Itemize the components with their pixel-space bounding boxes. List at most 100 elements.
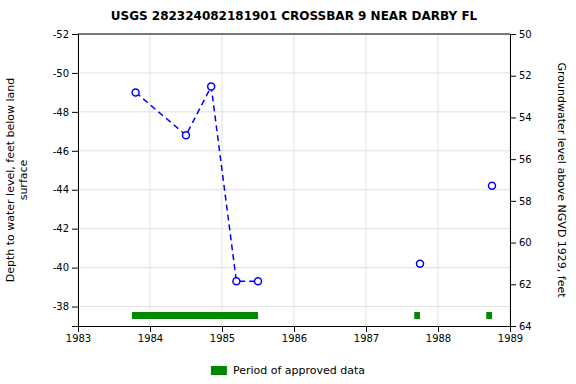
tick: 58: [510, 196, 532, 207]
chart: 1983 1984 1985 1986 1987 1988 1989 -52 -50 -48 -46…: [0, 0, 576, 384]
tick: 1987: [354, 326, 379, 344]
plot: 1983 1984 1985 1986 1987 1988 1989 -52 -50 -48 -46…: [4, 29, 568, 344]
tick-mark: [294, 326, 295, 332]
tick-mark: [222, 326, 223, 332]
y-axis-label: Depth to water level, feet below landsur…: [4, 78, 30, 283]
tick-label: 1984: [138, 333, 163, 344]
tick-mark: [150, 326, 151, 332]
tick-label: 52: [519, 70, 532, 81]
tick: 1983: [66, 326, 91, 344]
tick-label: 50: [519, 29, 532, 40]
tick: 56: [510, 154, 532, 165]
tick-label: 1986: [282, 333, 307, 344]
tick-mark: [510, 326, 516, 327]
grid-line-y: [78, 189, 510, 190]
y2-axis: 50 52 54 56 58 60 62 64: [510, 29, 532, 332]
point: [208, 83, 215, 90]
tick-mark: [510, 243, 516, 244]
grid-line-y: [78, 267, 510, 268]
grid-line-x: [150, 34, 151, 326]
tick-mark: [72, 307, 78, 308]
tick-label: 60: [519, 237, 532, 248]
tick-label: 54: [519, 112, 532, 123]
tick: 50: [510, 29, 532, 40]
period-bar: [414, 312, 420, 319]
tick-label: 56: [519, 154, 532, 165]
tick-label: -46: [53, 146, 69, 157]
tick: 1985: [210, 326, 235, 344]
tick: 1986: [282, 326, 307, 344]
tick-label: 62: [519, 279, 532, 290]
tick-label: 58: [519, 196, 532, 207]
point: [489, 182, 496, 189]
tick: 1988: [426, 326, 451, 344]
grid: [78, 34, 510, 326]
tick-label: -52: [53, 29, 69, 40]
tick: -40: [53, 262, 78, 273]
tick-label: 1985: [210, 333, 235, 344]
legend-label: Period of approved data: [233, 364, 365, 377]
tick-label: 1989: [498, 333, 523, 344]
tick-label: -48: [53, 107, 69, 118]
tick: 52: [510, 70, 532, 81]
tick-label: -50: [53, 68, 69, 79]
tick-mark: [72, 268, 78, 269]
tick: -50: [53, 68, 78, 79]
tick: -48: [53, 107, 78, 118]
grid-line-y: [78, 150, 510, 151]
series-line: [136, 87, 258, 282]
frame-top: [78, 34, 510, 35]
tick-mark: [72, 151, 78, 152]
period-bar: [132, 312, 258, 319]
grid-line-y: [78, 72, 510, 73]
point: [417, 260, 424, 267]
tick-mark: [72, 73, 78, 74]
title: USGS 282324082181901 CROSSBAR 9 NEAR DAR…: [111, 9, 478, 23]
tick-mark: [438, 326, 439, 332]
tick-label: 64: [519, 321, 532, 332]
y2-axis-label: Groundwater level above NGVD 1929, feet: [555, 62, 568, 298]
tick: 1984: [138, 326, 163, 344]
tick: -44: [53, 184, 78, 195]
tick-mark: [72, 229, 78, 230]
tick: 54: [510, 112, 532, 123]
axis-domain: [72, 35, 79, 327]
y-axis: -52 -50 -48 -46 -44 -42 -40 -38: [53, 29, 79, 327]
tick-mark: [510, 34, 516, 35]
tick-label: -44: [53, 184, 69, 195]
tick-label: -40: [53, 262, 69, 273]
tick: -42: [53, 223, 78, 234]
point: [132, 89, 139, 96]
tick-label: -38: [53, 301, 69, 312]
y-axis-label-line: surface: [17, 159, 30, 200]
grid-line-y: [78, 228, 510, 229]
legend: Period of approved data: [211, 364, 365, 377]
grid-line-x: [294, 34, 295, 326]
period-bar: [486, 312, 492, 319]
point: [233, 278, 240, 285]
grid-line-y: [78, 34, 510, 35]
tick-label: -42: [53, 223, 69, 234]
tick-label: 1983: [66, 333, 91, 344]
tick: -52: [53, 29, 78, 40]
tick: -46: [53, 146, 78, 157]
tick-mark: [72, 34, 78, 35]
x-axis: 1983 1984 1985 1986 1987 1988 1989: [66, 326, 523, 344]
tick-mark: [510, 284, 516, 285]
tick: 62: [510, 279, 532, 290]
y-axis-label-line: Depth to water level, feet below land: [4, 78, 17, 283]
tick-mark: [510, 76, 516, 77]
tick: -38: [53, 301, 78, 312]
tick-mark: [366, 326, 367, 332]
grid-line-x: [222, 34, 223, 326]
axis-domain: [79, 327, 511, 333]
tick-mark: [72, 112, 78, 113]
tick-mark: [510, 159, 516, 160]
tick-mark: [510, 201, 516, 202]
tick-mark: [510, 117, 516, 118]
tick-mark: [72, 190, 78, 191]
legend-swatch: [211, 366, 227, 375]
point: [255, 278, 262, 285]
tick-label: 1988: [426, 333, 451, 344]
tick-label: 1987: [354, 333, 379, 344]
